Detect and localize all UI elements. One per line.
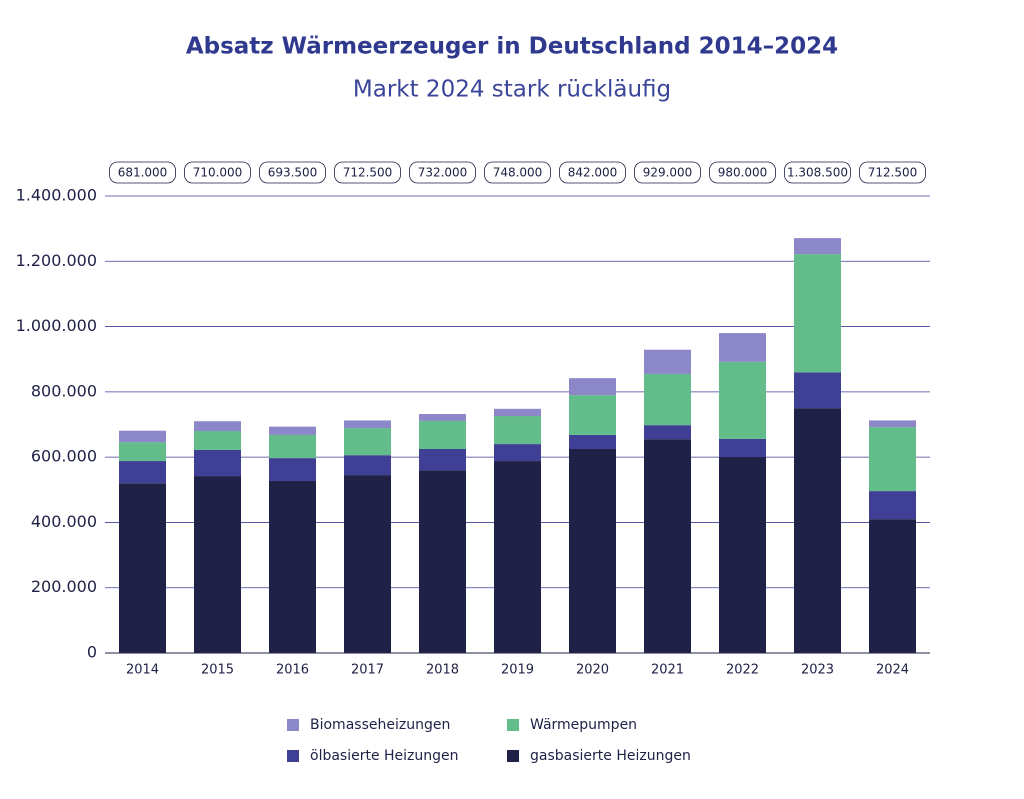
total-label: 693.500 <box>268 166 318 180</box>
bar-segment <box>569 395 616 435</box>
x-tick-label: 2024 <box>876 663 909 678</box>
y-tick-label: 1.400.000 <box>16 186 97 205</box>
x-tick-label: 2019 <box>501 663 534 678</box>
bar-segment <box>644 373 691 426</box>
bar-segment <box>119 442 166 462</box>
bar-segment <box>869 420 916 428</box>
y-tick-label: 200.000 <box>31 577 97 596</box>
bar-segment <box>869 519 916 653</box>
total-label: 681.000 <box>118 166 168 180</box>
bar-segment <box>794 238 841 255</box>
bar-segment <box>644 349 691 374</box>
bar-segment <box>344 420 391 429</box>
total-label: 732.000 <box>418 166 468 180</box>
legend-swatch <box>507 719 519 731</box>
x-tick-label: 2022 <box>726 663 759 678</box>
y-tick-label: 0 <box>87 643 97 662</box>
bar-segment <box>194 431 241 450</box>
chart-title: Absatz Wärmeerzeuger in Deutschland 2014… <box>186 34 838 60</box>
total-label: 929.000 <box>643 166 693 180</box>
bar-segment <box>419 470 466 653</box>
legend-label: Wärmepumpen <box>530 717 637 733</box>
total-box <box>334 161 401 184</box>
x-tick-label: 2023 <box>801 663 834 678</box>
y-tick-label: 600.000 <box>31 447 97 466</box>
bar-segment <box>794 254 841 373</box>
total-label: 712.500 <box>343 166 393 180</box>
total-label: 712.500 <box>868 166 918 180</box>
total-label: 1.308.500 <box>787 166 848 180</box>
legend-label: Biomasseheizungen <box>310 717 450 733</box>
bar-segment <box>869 491 916 520</box>
total-box <box>784 161 851 184</box>
bar-segment <box>269 480 316 653</box>
bar-segment <box>794 372 841 409</box>
bar-segment <box>644 425 691 440</box>
total-box <box>484 161 551 184</box>
bar-segment <box>344 475 391 653</box>
bar-segment <box>269 434 316 459</box>
bar-segment <box>119 461 166 484</box>
total-box <box>409 161 476 184</box>
total-box <box>709 161 776 184</box>
bar-segment <box>869 427 916 492</box>
total-label: 748.000 <box>493 166 543 180</box>
y-tick-label: 1.000.000 <box>16 316 97 335</box>
bar-segment <box>494 444 541 462</box>
bar-segment <box>719 333 766 362</box>
legend-label: ölbasierte Heizungen <box>310 748 459 764</box>
legend-swatch <box>507 750 519 762</box>
total-box <box>184 161 251 184</box>
chart-subtitle: Markt 2024 stark rückläufig <box>353 77 671 103</box>
bar-segment <box>719 438 766 458</box>
bar-segment <box>269 458 316 481</box>
total-box <box>634 161 701 184</box>
bar-segment <box>344 455 391 476</box>
bar-segment <box>494 416 541 445</box>
bar-segment <box>644 439 691 653</box>
x-tick-label: 2016 <box>276 663 309 678</box>
total-box <box>859 161 926 184</box>
total-box <box>259 161 326 184</box>
bar-segment <box>719 361 766 439</box>
legend-swatch <box>287 719 299 731</box>
legend-label: gasbasierte Heizungen <box>530 748 691 764</box>
bar-segment <box>419 448 466 471</box>
bar-segment <box>419 420 466 449</box>
total-label: 980.000 <box>718 166 768 180</box>
x-tick-label: 2015 <box>201 663 234 678</box>
bar-segment <box>794 408 841 653</box>
bar-segment <box>119 483 166 653</box>
x-tick-label: 2017 <box>351 663 384 678</box>
x-tick-label: 2018 <box>426 663 459 678</box>
y-tick-label: 400.000 <box>31 512 97 531</box>
legend-swatch <box>287 750 299 762</box>
bar-segment <box>569 434 616 449</box>
bar-segment <box>494 408 541 417</box>
total-box <box>559 161 626 184</box>
bar-segment <box>194 449 241 477</box>
bar-segment <box>719 457 766 653</box>
total-label: 842.000 <box>568 166 618 180</box>
bar-segment <box>194 421 241 432</box>
y-tick-label: 800.000 <box>31 381 97 400</box>
x-tick-label: 2020 <box>576 663 609 678</box>
bar-segment <box>494 461 541 653</box>
bar-segment <box>419 414 466 421</box>
bar-segment <box>344 428 391 456</box>
x-tick-label: 2014 <box>126 663 159 678</box>
bar-segment <box>569 448 616 653</box>
bar-segment <box>194 476 241 653</box>
bar-segment <box>569 378 616 396</box>
total-box <box>109 161 176 184</box>
x-tick-label: 2021 <box>651 663 684 678</box>
bar-segment <box>269 426 316 435</box>
bar-segment <box>119 430 166 443</box>
total-label: 710.000 <box>193 166 243 180</box>
y-tick-label: 1.200.000 <box>16 251 97 270</box>
